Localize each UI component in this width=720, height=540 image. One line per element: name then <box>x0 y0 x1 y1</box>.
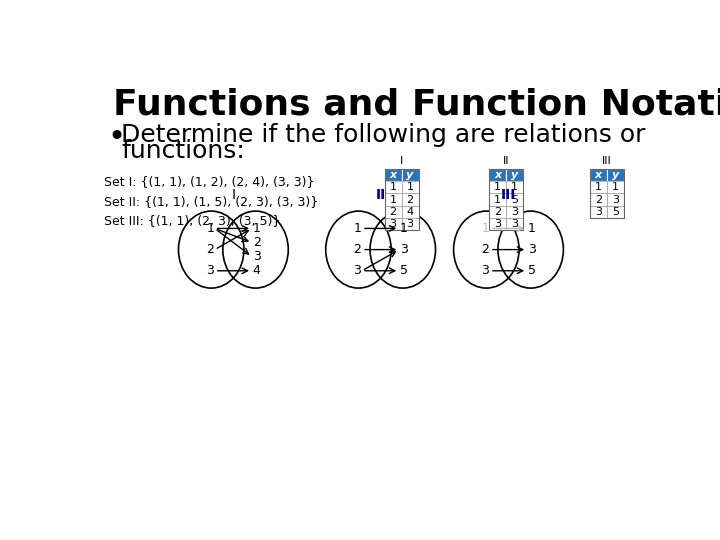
Text: 2: 2 <box>595 194 602 205</box>
Bar <box>607 193 624 206</box>
Text: Functions and Function Notation: Functions and Function Notation <box>113 88 720 122</box>
Bar <box>590 193 607 206</box>
Bar <box>590 181 607 193</box>
Bar <box>402 181 418 193</box>
Text: 1: 1 <box>390 182 397 192</box>
Bar <box>384 206 402 218</box>
Text: 2: 2 <box>354 243 361 256</box>
Text: x: x <box>390 170 397 180</box>
Text: functions:: functions: <box>121 139 245 164</box>
Text: 3: 3 <box>400 243 408 256</box>
Text: 1: 1 <box>481 222 489 235</box>
Text: 3: 3 <box>407 219 413 229</box>
Text: 1: 1 <box>253 222 261 235</box>
Bar <box>384 181 402 193</box>
Bar <box>384 193 402 206</box>
Bar <box>590 168 624 218</box>
Bar <box>506 168 523 181</box>
Text: y: y <box>612 170 619 180</box>
Text: 3: 3 <box>481 264 489 277</box>
Text: 1: 1 <box>595 182 602 192</box>
Text: 1: 1 <box>390 194 397 205</box>
Text: 3: 3 <box>595 207 602 217</box>
Text: 1: 1 <box>354 222 361 235</box>
Text: 3: 3 <box>612 194 619 205</box>
Text: 2: 2 <box>494 207 501 217</box>
Bar <box>489 168 506 181</box>
Text: Determine if the following are relations or: Determine if the following are relations… <box>121 123 646 146</box>
Text: 5: 5 <box>612 207 619 217</box>
Text: 3: 3 <box>511 207 518 217</box>
Bar <box>489 193 506 206</box>
Text: 1: 1 <box>528 222 536 235</box>
Text: 3: 3 <box>206 264 214 277</box>
Bar <box>506 206 523 218</box>
Bar <box>506 218 523 231</box>
Bar <box>489 181 506 193</box>
Text: x: x <box>595 170 602 180</box>
Text: II: II <box>503 156 510 166</box>
Text: 3: 3 <box>354 264 361 277</box>
Text: 1: 1 <box>407 182 413 192</box>
Bar <box>402 193 418 206</box>
Bar <box>384 218 402 231</box>
Text: 3: 3 <box>511 219 518 229</box>
Text: 5: 5 <box>400 264 408 277</box>
Text: I: I <box>400 156 403 166</box>
Bar <box>402 206 418 218</box>
Text: 2: 2 <box>481 243 489 256</box>
Text: 2: 2 <box>253 236 261 249</box>
Bar <box>489 218 506 231</box>
Bar <box>402 168 418 181</box>
Text: y: y <box>407 170 414 180</box>
Text: 3: 3 <box>494 219 501 229</box>
Bar <box>384 168 418 231</box>
Bar <box>489 206 506 218</box>
Text: 5: 5 <box>528 264 536 277</box>
Bar <box>402 218 418 231</box>
Bar <box>506 193 523 206</box>
Text: I: I <box>231 188 235 202</box>
Text: 3: 3 <box>528 243 536 256</box>
Bar <box>506 181 523 193</box>
Text: 2: 2 <box>407 194 413 205</box>
Text: III: III <box>501 188 516 202</box>
Bar <box>384 168 402 181</box>
Text: Set I: {(1, 1), (1, 2), (2, 4), (3, 3)}: Set I: {(1, 1), (1, 2), (2, 4), (3, 3)} <box>104 176 315 188</box>
Text: x: x <box>494 170 501 180</box>
Text: 5: 5 <box>511 194 518 205</box>
Bar <box>607 168 624 181</box>
Text: 1: 1 <box>206 222 214 235</box>
Text: 3: 3 <box>390 219 397 229</box>
Text: 1: 1 <box>400 222 408 235</box>
Bar <box>590 168 607 181</box>
Text: III: III <box>602 156 612 166</box>
Text: 4: 4 <box>253 264 261 277</box>
Text: Set II: {(1, 1), (1, 5), (2, 3), (3, 3)}: Set II: {(1, 1), (1, 5), (2, 3), (3, 3)} <box>104 195 318 208</box>
Bar <box>607 181 624 193</box>
Text: 1: 1 <box>494 194 501 205</box>
Text: 1: 1 <box>511 182 518 192</box>
Text: 3: 3 <box>253 250 261 263</box>
Text: 2: 2 <box>206 243 214 256</box>
Text: Set III: {(1, 1), (2, 3), (3, 5)}: Set III: {(1, 1), (2, 3), (3, 5)} <box>104 214 280 227</box>
Text: 1: 1 <box>494 182 501 192</box>
Text: y: y <box>511 170 518 180</box>
Bar <box>607 206 624 218</box>
Text: 4: 4 <box>407 207 413 217</box>
Bar <box>590 206 607 218</box>
Text: II: II <box>376 188 386 202</box>
Text: 1: 1 <box>612 182 619 192</box>
Text: 2: 2 <box>390 207 397 217</box>
Text: •: • <box>107 123 125 152</box>
Bar <box>489 168 523 231</box>
